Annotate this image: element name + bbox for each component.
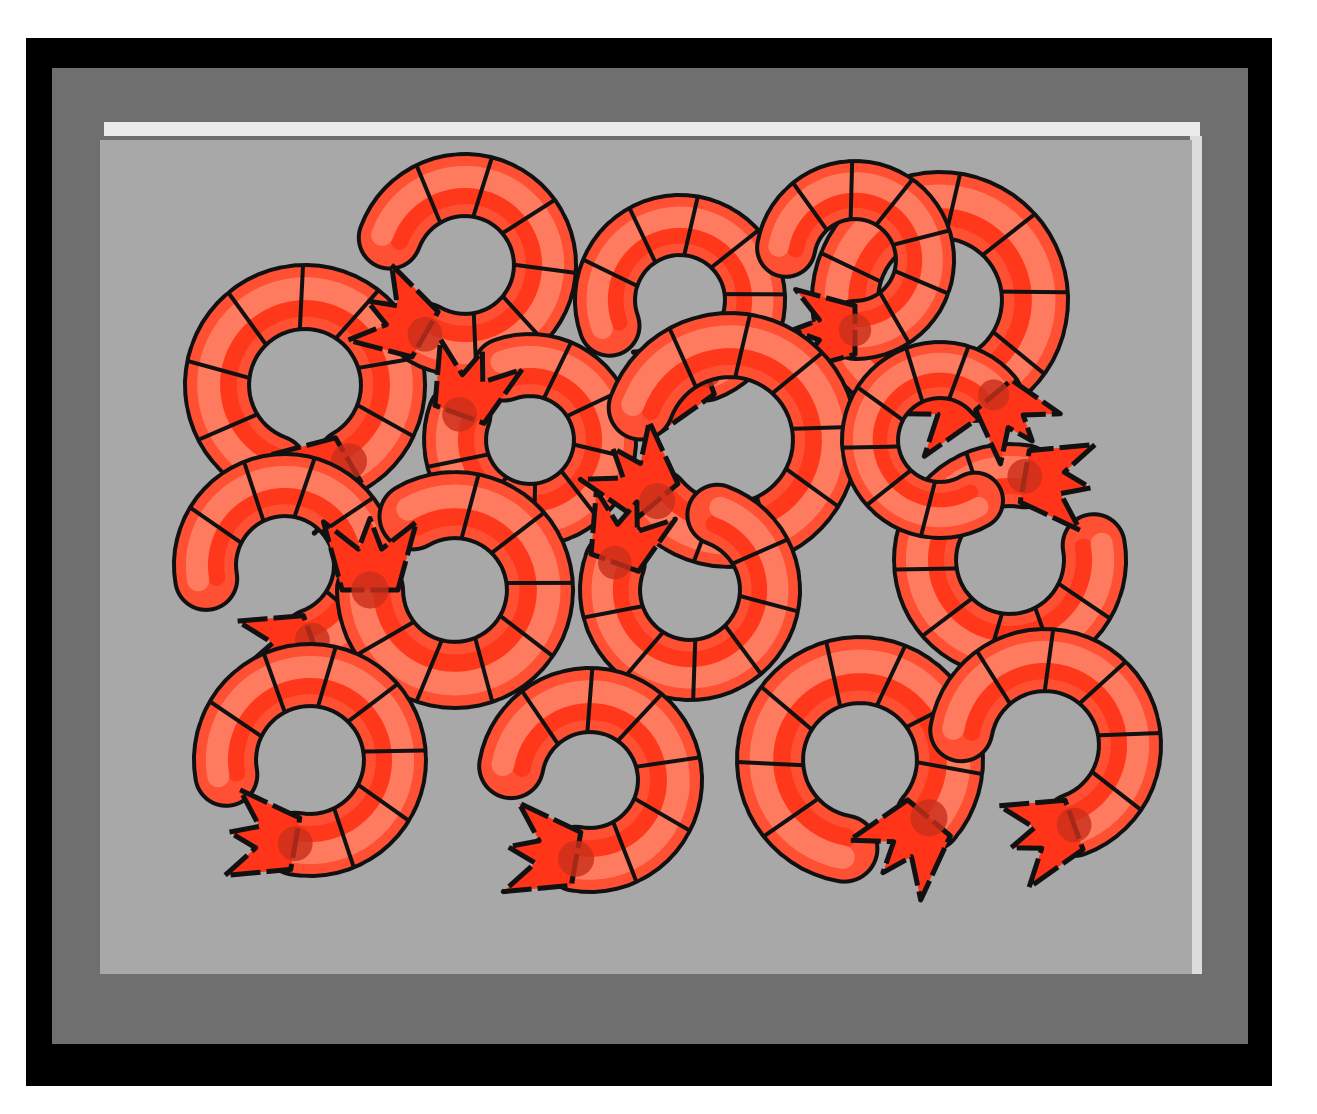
shrimp[interactable] bbox=[755, 159, 957, 373]
shrimp-pile bbox=[171, 151, 1163, 903]
shrimp-tail bbox=[1017, 442, 1098, 533]
shrimp[interactable] bbox=[577, 482, 803, 703]
shrimp[interactable] bbox=[839, 340, 1063, 541]
shrimp[interactable] bbox=[928, 627, 1163, 891]
shrimp-tail bbox=[790, 287, 858, 373]
shrimp[interactable] bbox=[477, 665, 705, 895]
shrimp[interactable] bbox=[321, 469, 576, 711]
shrimp-tail bbox=[500, 800, 584, 895]
board-highlight bbox=[104, 122, 1200, 136]
shrimp[interactable] bbox=[191, 641, 429, 879]
shrimp-tail bbox=[222, 787, 303, 878]
board-shadow-edge bbox=[1190, 136, 1202, 974]
shrimp-tail bbox=[321, 515, 419, 593]
